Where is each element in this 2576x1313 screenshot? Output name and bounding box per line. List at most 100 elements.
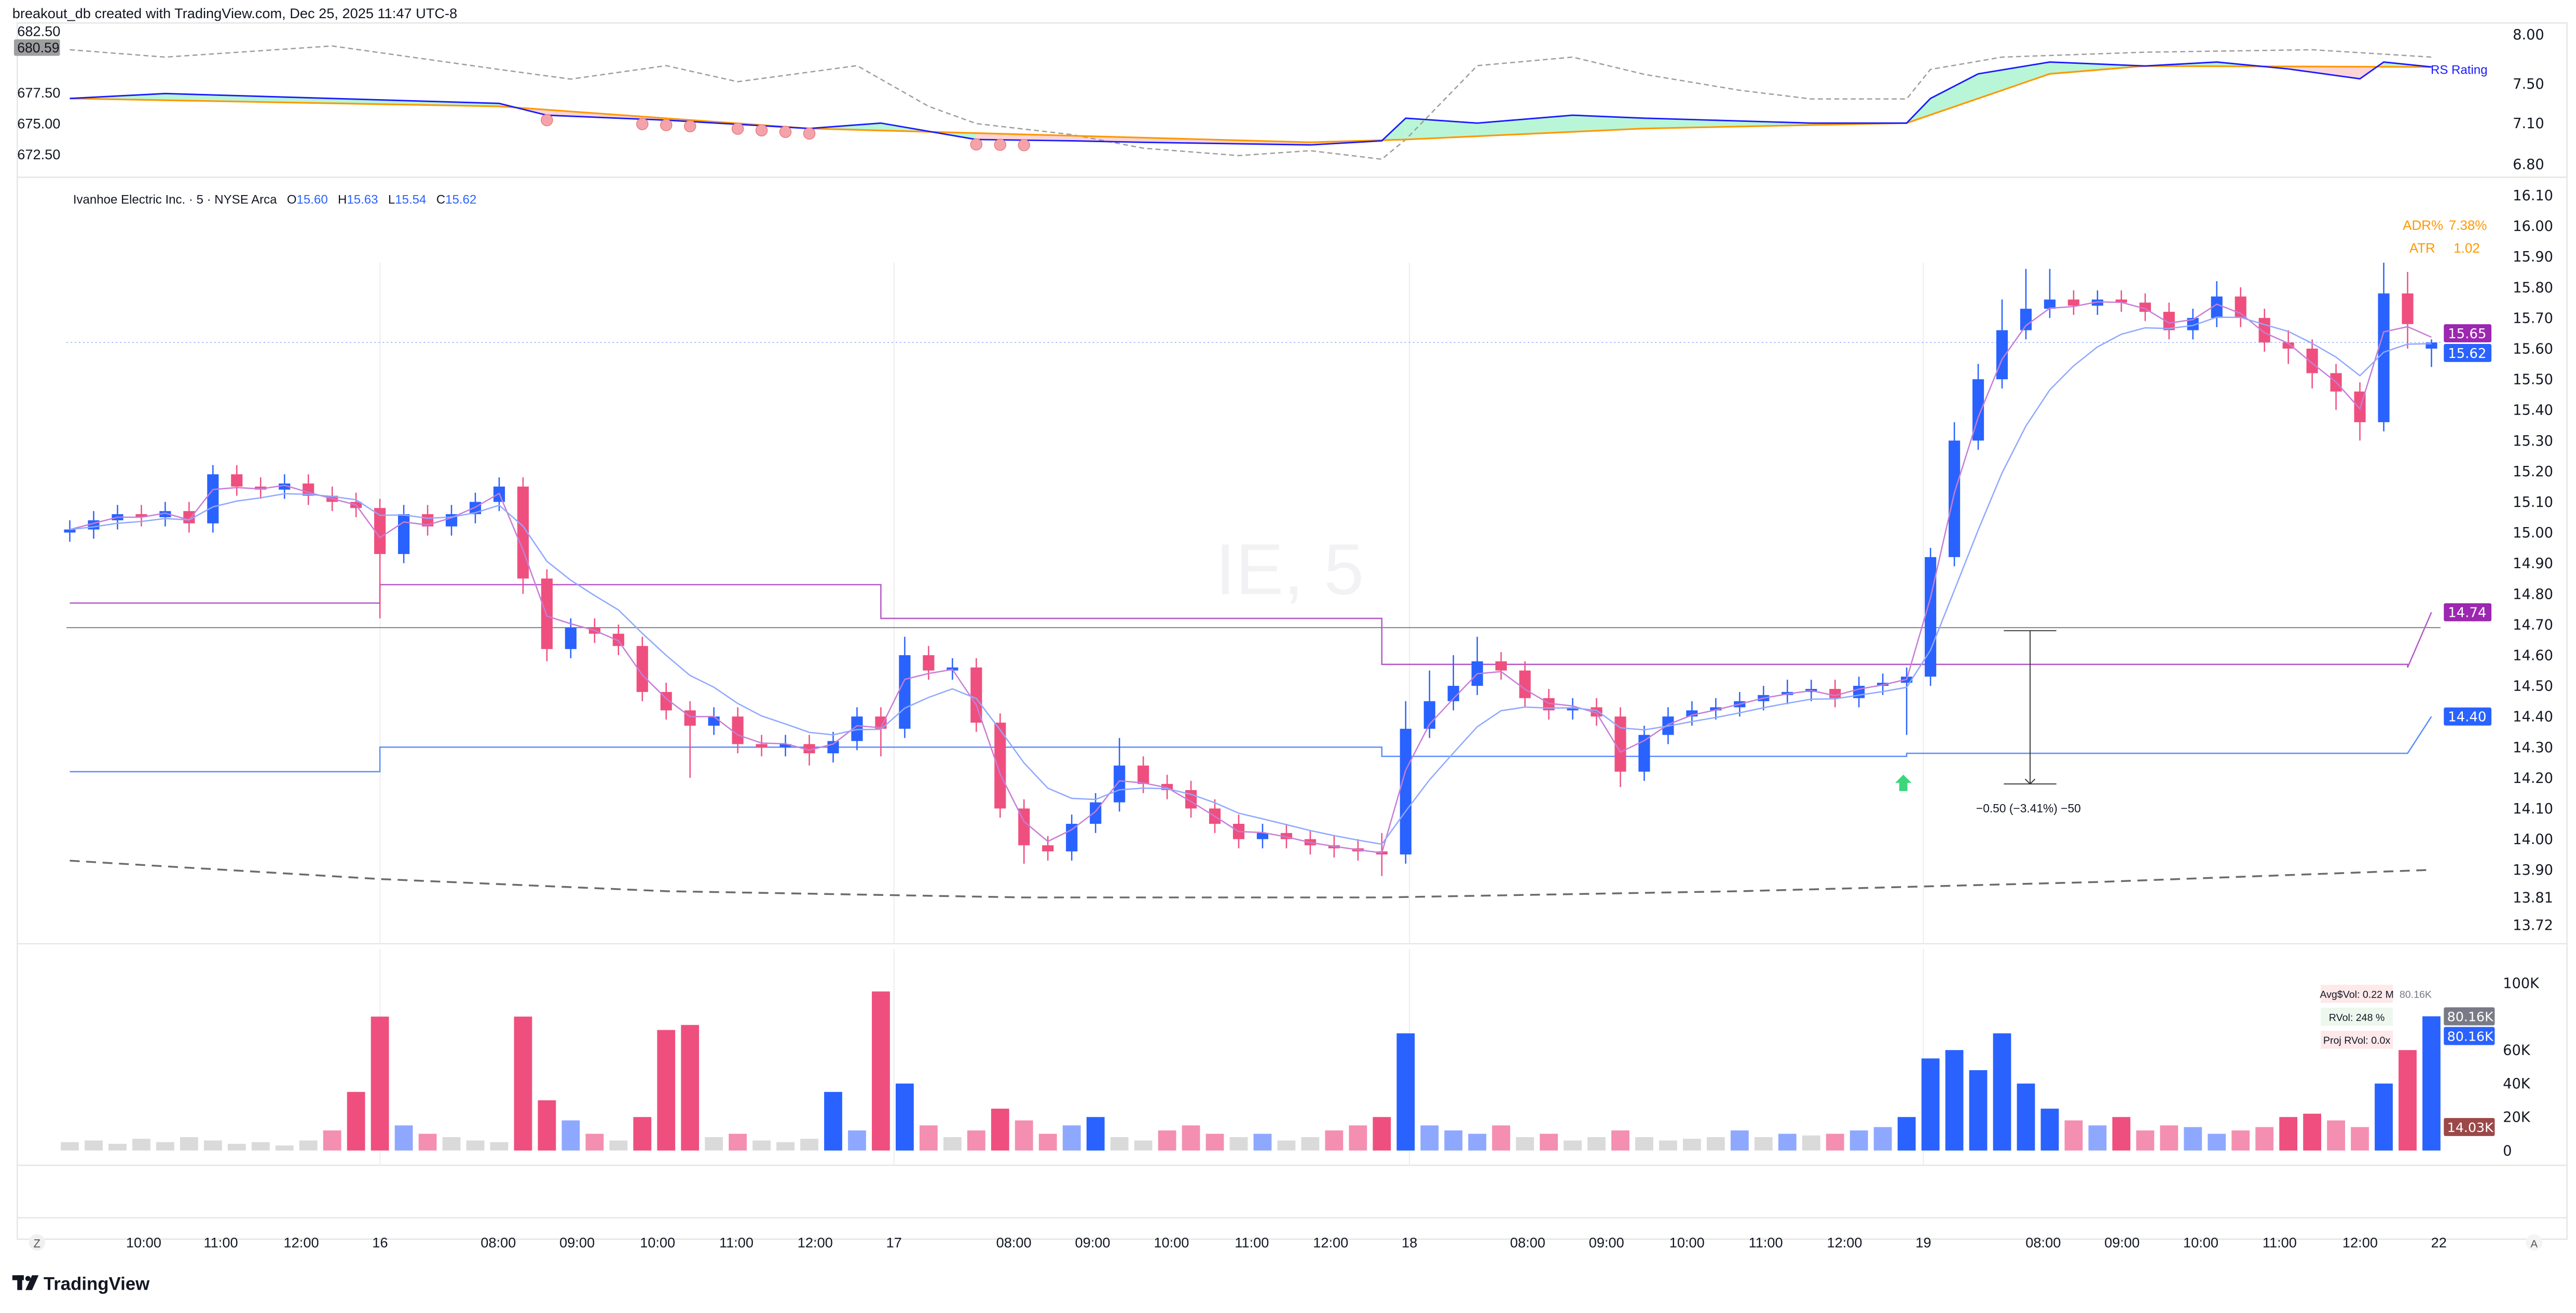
volume-axis-label: 60K bbox=[2503, 1043, 2531, 1059]
time-axis-label: 11:00 bbox=[1235, 1234, 1269, 1250]
volume-bar bbox=[681, 1025, 700, 1151]
avg-dollar-vol: Avg$Vol: 0.22 M bbox=[2320, 989, 2393, 1001]
benchmark-badge-text: 680.59 bbox=[17, 40, 59, 56]
time-axis-label: 12:00 bbox=[2342, 1234, 2378, 1250]
rs-axis: 8.00 7.50 7.10 6.80 bbox=[2513, 27, 2544, 173]
candle-body bbox=[374, 508, 386, 554]
volume-bar bbox=[919, 1125, 938, 1151]
candle-body bbox=[875, 716, 887, 729]
header-caption: breakout_db created with TradingView.com… bbox=[12, 5, 457, 21]
candle-body bbox=[1567, 707, 1579, 711]
time-axis-label: 18 bbox=[1402, 1234, 1417, 1250]
candle-body bbox=[1400, 728, 1412, 855]
volume-bar bbox=[394, 1125, 413, 1151]
candle-body bbox=[541, 578, 553, 649]
tradingview-logo: TradingView bbox=[12, 1274, 150, 1294]
benchmark-axis-label: 675.00 bbox=[17, 116, 60, 132]
measure-label: −0.50 (−3.41%) −50 bbox=[1976, 801, 2081, 815]
candle-body bbox=[1519, 670, 1531, 698]
rs-line bbox=[70, 61, 2432, 146]
volume-bar bbox=[108, 1143, 127, 1151]
candle-body bbox=[1614, 716, 1626, 772]
candle-body bbox=[255, 486, 267, 490]
zoom-button-label: Z bbox=[33, 1237, 40, 1250]
time-axis-label: 17 bbox=[886, 1234, 902, 1250]
volume-bar bbox=[2327, 1120, 2345, 1151]
price-axis-label: 13.90 bbox=[2513, 862, 2553, 878]
volume-bar bbox=[156, 1142, 174, 1151]
price-axis-label: 14.30 bbox=[2513, 740, 2553, 756]
time-axis[interactable]: 10:00 11:00 12:00 16 08:00 09:00 10:00 11:00 12:… bbox=[126, 1234, 2447, 1250]
price-badge-text: 15.65 bbox=[2448, 326, 2486, 342]
candle-body bbox=[779, 744, 791, 748]
volume-bar bbox=[1921, 1058, 1940, 1151]
candle-body bbox=[1256, 833, 1269, 839]
candle-body bbox=[207, 474, 219, 523]
price-axis-label: 15.90 bbox=[2513, 249, 2553, 265]
candle-body bbox=[2211, 296, 2223, 318]
rs-weak-marker bbox=[636, 118, 649, 130]
price-axis-label: 14.70 bbox=[2513, 617, 2553, 633]
volume-bar bbox=[1134, 1140, 1153, 1151]
price-axis-label: 15.40 bbox=[2513, 403, 2553, 419]
volume-bar bbox=[490, 1142, 509, 1151]
rs-axis-label: 6.80 bbox=[2513, 157, 2544, 173]
volume-bar bbox=[2208, 1134, 2226, 1151]
volume-bar bbox=[1540, 1134, 1558, 1151]
price-axis-label: 13.81 bbox=[2513, 890, 2553, 906]
volume-bar bbox=[1396, 1033, 1415, 1151]
volume-bar bbox=[609, 1140, 628, 1151]
zoom-button[interactable] bbox=[29, 1234, 46, 1251]
price-axis-label: 14.80 bbox=[2513, 586, 2553, 602]
candle-body bbox=[2091, 299, 2103, 306]
rs-series bbox=[70, 45, 2432, 160]
rs-weak-marker bbox=[755, 124, 768, 136]
time-axis-label: 09:00 bbox=[1589, 1234, 1624, 1250]
price-pane[interactable]: IE, 5 Ivanhoe Electric Inc. · 5 · NYSE A… bbox=[64, 188, 2553, 1166]
volume-pane[interactable]: 100K 60K 40K 20K 0 Avg$Vol: 0.22 M RVol: 248… bbox=[61, 976, 2540, 1159]
volume-bar bbox=[1611, 1130, 1629, 1151]
price-axis-label: 15.10 bbox=[2513, 494, 2553, 510]
volume-badge bbox=[2444, 1027, 2495, 1045]
measure-tool[interactable]: −0.50 (−3.41%) −50 bbox=[1976, 630, 2081, 815]
rs-pane[interactable]: 682.50 677.50 675.00 672.50 8.00 7.50 7.10 6.8… bbox=[13, 23, 2544, 173]
volume-bar bbox=[2303, 1113, 2322, 1151]
time-axis-label: 10:00 bbox=[1669, 1234, 1705, 1250]
volume-axis-label: 20K bbox=[2503, 1110, 2531, 1126]
volume-bar bbox=[2017, 1083, 2035, 1151]
volume-bar bbox=[824, 1091, 842, 1151]
volume-bar bbox=[633, 1117, 652, 1151]
price-badges: 15.65 15.62 14.74 14.40 bbox=[2444, 324, 2492, 726]
candle-body bbox=[1114, 765, 1126, 803]
volume-bar bbox=[1182, 1125, 1200, 1151]
rs-weak-marker bbox=[683, 120, 696, 132]
price-axis[interactable]: 16.10 16.00 15.90 15.80 15.70 15.60 15.50 15.40… bbox=[2513, 188, 2553, 934]
rs-axis-label: 7.10 bbox=[2513, 116, 2544, 132]
time-axis-label: 08:00 bbox=[1510, 1234, 1545, 1250]
volume-bar bbox=[1945, 1050, 1964, 1151]
volume-bar bbox=[943, 1137, 962, 1151]
volume-bar bbox=[2399, 1050, 2417, 1151]
volume-bar bbox=[1492, 1125, 1511, 1151]
rs-fill bbox=[2383, 62, 2432, 67]
stats-box: ADR% 7.38% ATR 1.02 bbox=[2403, 218, 2487, 256]
ema-slow-line bbox=[70, 316, 2432, 845]
auto-scale-button[interactable] bbox=[2526, 1234, 2543, 1251]
volume-bar bbox=[2160, 1125, 2178, 1151]
volume-bar bbox=[1301, 1137, 1320, 1151]
volume-bar bbox=[1683, 1139, 1701, 1151]
time-axis-label: 12:00 bbox=[1827, 1234, 1862, 1250]
session-separators bbox=[379, 262, 1924, 1166]
volume-bars bbox=[61, 991, 2441, 1151]
volume-bar bbox=[1849, 1130, 1868, 1151]
candle-body bbox=[2282, 342, 2294, 349]
measure-arrow-icon bbox=[2024, 779, 2036, 785]
candle-body bbox=[1996, 330, 2008, 380]
volume-badge-text: 80.16K bbox=[2447, 1029, 2494, 1044]
volume-bar bbox=[132, 1139, 150, 1151]
pane-borders bbox=[16, 22, 2568, 1240]
volume-bar bbox=[1015, 1120, 1033, 1151]
volume-bar bbox=[2279, 1117, 2298, 1151]
